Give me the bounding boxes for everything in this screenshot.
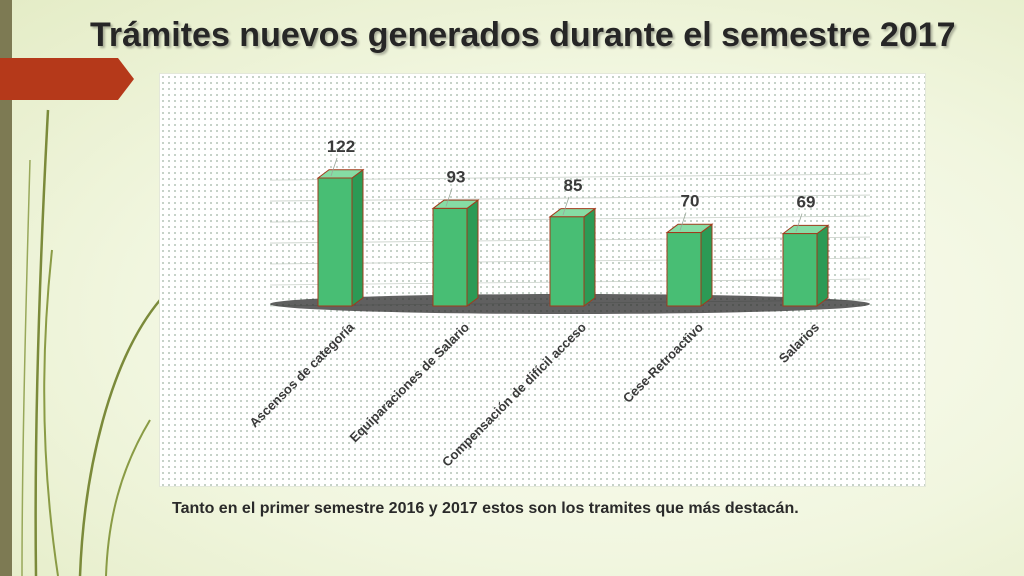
data-label-leader — [795, 213, 803, 232]
data-label: 85 — [564, 176, 583, 195]
bars-group — [316, 168, 830, 307]
bar-front-face — [549, 216, 585, 307]
category-label: Compensación de difícil acceso — [439, 319, 589, 469]
decorative-vines — [21, 109, 161, 576]
data-label: 69 — [797, 193, 816, 212]
left-decor-bar — [0, 0, 12, 576]
category-label: Equiparaciones de Salario — [347, 319, 473, 445]
title-accent-strip — [0, 58, 118, 100]
gridline — [269, 173, 871, 181]
category-label: Salarios — [776, 320, 822, 366]
bar — [431, 199, 480, 307]
data-label-leader — [679, 212, 687, 231]
bar-side-face — [700, 223, 713, 307]
bar-front-face — [317, 177, 353, 307]
data-label-leader — [330, 157, 338, 177]
bar — [665, 223, 714, 307]
chart-panel: 122 93 85 70 69 Ascensos de categoría Equipar… — [160, 74, 925, 486]
data-label: 70 — [681, 192, 700, 211]
bar — [781, 224, 830, 307]
bar — [548, 207, 597, 307]
bar-side-face — [583, 207, 596, 307]
bar-front-face — [666, 232, 702, 307]
gridline — [269, 194, 871, 202]
caption-text: Tanto en el primer semestre 2016 y 2017 … — [172, 500, 799, 517]
title-accent-arrow — [118, 58, 134, 100]
bar — [316, 168, 365, 307]
bar-front-face — [782, 233, 818, 307]
data-label: 93 — [447, 167, 466, 186]
category-label: Ascensos de categoría — [246, 319, 357, 430]
data-labels-group: 122 93 85 70 69 — [327, 137, 816, 232]
bar-side-face — [816, 224, 829, 307]
bar-side-face — [466, 199, 479, 307]
bar-front-face — [432, 207, 468, 307]
data-label: 122 — [327, 137, 355, 156]
bar-side-face — [351, 168, 364, 307]
data-label-leader — [562, 196, 570, 215]
bar-chart: 122 93 85 70 69 Ascensos de categoríaEquipar… — [246, 137, 871, 470]
data-label-leader — [445, 188, 453, 207]
page-title: Trámites nuevos generados durante el sem… — [90, 16, 956, 54]
category-label: Cese-Retroactivo — [620, 319, 706, 405]
